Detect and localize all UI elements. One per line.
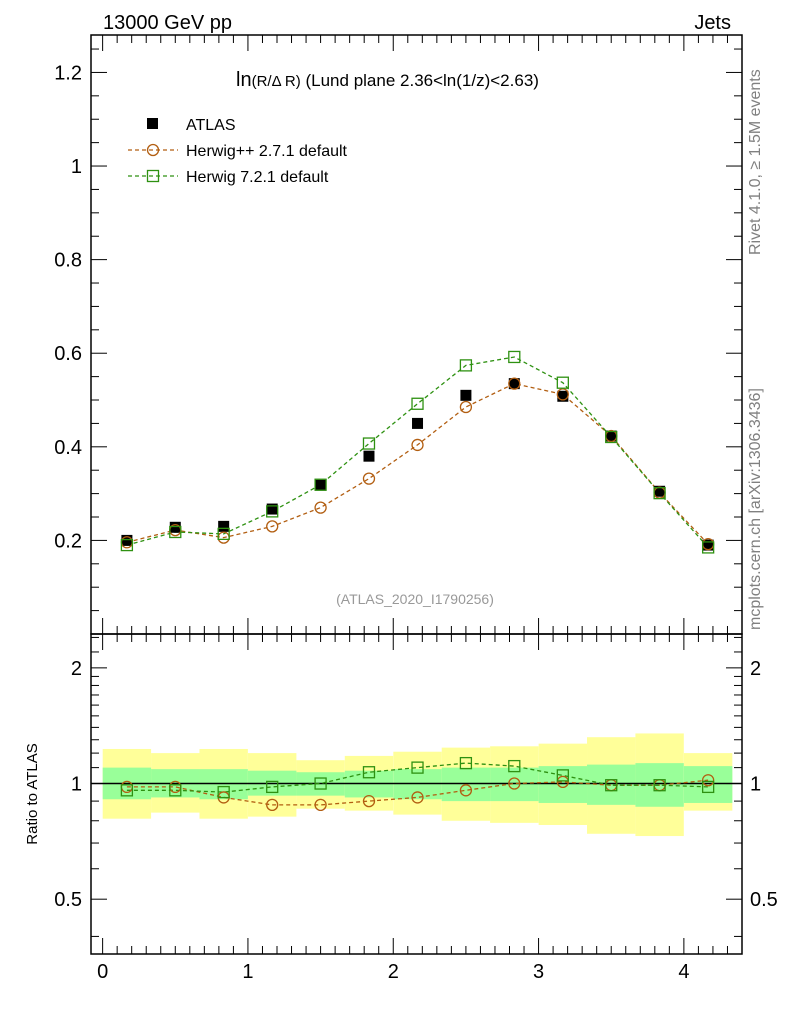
ratio-ytick-label-right: 1 [750, 774, 761, 796]
herwig7-ratio-point [508, 759, 521, 773]
atlas-point [605, 430, 617, 442]
herwig7-ratio-point [605, 779, 618, 792]
herwig7-ratio-point [362, 766, 376, 779]
herwig7-main-point [556, 376, 569, 389]
herwig7-ratio-point [556, 769, 569, 782]
herwigpp-main-point [314, 501, 327, 514]
plot-title-ln: ln [236, 69, 252, 91]
herwig7-main-point [266, 505, 279, 518]
legend: ATLAS Herwig++ 2.7.1 default Herwig 7.2.… [128, 117, 348, 186]
main-ytick-label: 0.2 [54, 530, 82, 552]
herwigpp-main-point [411, 438, 424, 452]
main-panel: 0.2 0.4 0.6 0.8 1 1.2 ln(R/Δ R) (Lund plane 2… [54, 34, 743, 635]
herwig7-ratio-point [217, 785, 230, 799]
atlas-point [654, 485, 666, 497]
mcplots-label: mcplots.cern.ch [arXiv:1306.3436] [747, 388, 764, 630]
atlas-point [508, 378, 520, 390]
atlas-point [169, 521, 181, 533]
plot-title: ln(R/Δ R) (Lund plane 2.36<ln(1/z)<2.63) [236, 69, 539, 91]
herwig7-ratio-point [266, 780, 279, 794]
herwig7-main-point [362, 437, 376, 450]
herwigpp-ratio-point [556, 775, 569, 789]
legend-herwigpp-marker [146, 143, 160, 157]
header-left: 13000 GeV pp [103, 12, 232, 34]
herwig7-main-point [508, 350, 521, 364]
herwig7-main-point [217, 527, 230, 541]
ratio-ytick-label: 2 [71, 658, 82, 680]
herwig7-main-point [120, 538, 134, 552]
atlas-point [315, 479, 327, 491]
xtick-label: 4 [678, 961, 689, 983]
xtick-label: 2 [388, 961, 399, 983]
analysis-watermark: (ATLAS_2020_I1790256) [336, 591, 494, 607]
herwigpp-ratio-point [362, 794, 376, 808]
main-ytick-label: 1 [71, 156, 82, 178]
herwigpp-ratio-point [266, 798, 279, 812]
main-ytick-label: 0.8 [54, 250, 82, 272]
herwig7-main-point [653, 486, 666, 500]
main-ytick-label: 0.6 [54, 343, 82, 365]
herwig7-ratio-point [120, 784, 134, 797]
xtick-label: 3 [533, 961, 544, 983]
atlas-point [218, 520, 230, 532]
ratio-ylabel: Ratio to ATLAS [24, 743, 41, 844]
herwig7-main-point [459, 359, 473, 372]
herwigpp-ratio-point [411, 791, 424, 804]
herwig7-main-point [314, 478, 327, 491]
herwig7-ratio-point [653, 779, 666, 792]
ratio-panel: 0.5 0.5 1 1 2 2 0 1 2 3 4 Ratio to ATLAS [24, 633, 778, 983]
herwig7-ratio-point [169, 784, 182, 797]
herwig7-ratio-point [701, 780, 715, 794]
herwig7-main-point [169, 525, 182, 539]
herwigpp-main-point [362, 472, 376, 485]
herwigpp-main-point [508, 377, 521, 390]
ratio-ytick-label: 1 [71, 774, 82, 796]
main-ytick-label: 1.2 [54, 62, 82, 84]
xtick-label: 1 [242, 961, 253, 983]
herwig7-main-point [605, 430, 618, 444]
atlas-point [702, 539, 714, 551]
herwigpp-main-line [126, 382, 709, 545]
xtick-label: 0 [97, 961, 108, 983]
herwig7-main-line [126, 356, 709, 548]
atlas-point [557, 390, 569, 402]
herwigpp-ratio-point [314, 798, 327, 812]
rivet-version-label: Rivet 4.1.0, ≥ 1.5M events [747, 69, 764, 255]
legend-herwig7-marker [146, 169, 160, 183]
herwig7-main-point [701, 541, 715, 554]
header-right: Jets [694, 12, 731, 34]
herwig7-main-point [411, 397, 424, 410]
herwig7-ratio-point [459, 756, 473, 770]
plot-title-rest: (Lund plane 2.36<ln(1/z)<2.63) [301, 71, 539, 90]
ratio-ytick-label: 0.5 [54, 889, 82, 911]
plot-title-paren: (R/Δ R) [252, 73, 301, 90]
ratio-ytick-label-right: 0.5 [750, 889, 778, 911]
atlas-point [412, 417, 424, 429]
herwig7-ratio-point [411, 761, 424, 774]
main-ytick-label: 0.4 [54, 437, 82, 459]
herwigpp-main-point [556, 388, 569, 401]
legend-herwig7-label: Herwig 7.2.1 default [186, 169, 329, 186]
legend-atlas-marker [147, 118, 158, 129]
ratio-frame [90, 633, 743, 955]
ratio-ytick-label-right: 2 [750, 658, 761, 680]
herwigpp-ratio-point [508, 777, 521, 790]
herwigpp-main-point [266, 520, 279, 533]
legend-atlas-label: ATLAS [186, 117, 236, 134]
atlas-point [363, 450, 375, 462]
herwig7-ratio-point [314, 777, 327, 790]
legend-herwigpp-label: Herwig++ 2.7.1 default [186, 143, 348, 160]
herwigpp-ratio-point [459, 784, 473, 797]
herwigpp-ratio-point [701, 774, 715, 787]
herwigpp-main-point [459, 400, 473, 414]
atlas-point [266, 503, 278, 515]
atlas-point [121, 534, 133, 546]
ratio-band-inner [490, 767, 539, 802]
atlas-point [460, 389, 472, 401]
ratio-band-inner [683, 766, 733, 803]
